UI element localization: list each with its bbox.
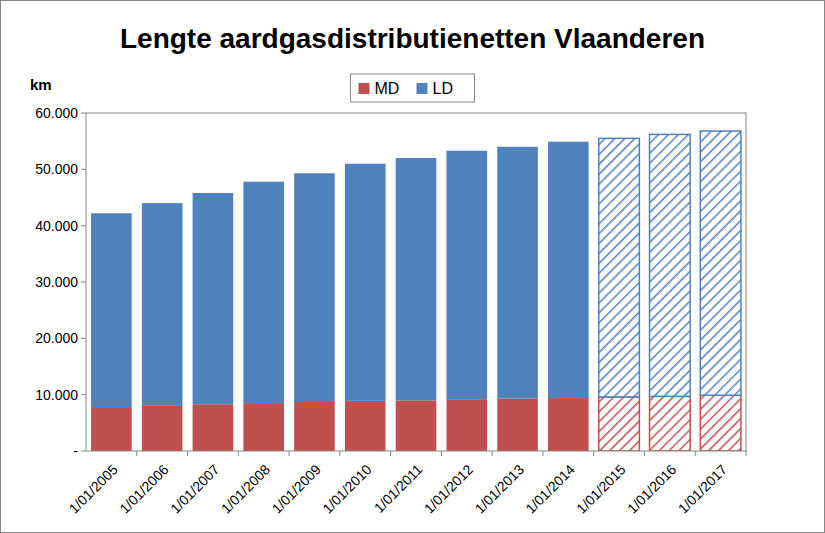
y-tick-label: 40.000 bbox=[35, 218, 78, 234]
x-tick bbox=[593, 451, 594, 456]
bar bbox=[193, 404, 234, 451]
y-tick-label: - bbox=[73, 443, 78, 459]
bar bbox=[91, 213, 132, 407]
bar bbox=[548, 142, 589, 398]
x-tick bbox=[136, 451, 137, 456]
legend-swatch bbox=[359, 83, 370, 94]
x-tick-label: 1/01/2012 bbox=[421, 461, 477, 517]
bar bbox=[142, 406, 183, 451]
x-tick-label: 1/01/2017 bbox=[675, 461, 731, 517]
x-tick bbox=[746, 451, 747, 456]
x-tick-label: 1/01/2013 bbox=[472, 461, 528, 517]
y-tick bbox=[81, 282, 86, 283]
bar bbox=[294, 173, 335, 402]
legend-label: LD bbox=[433, 80, 453, 97]
y-tick bbox=[81, 338, 86, 339]
title: Lengte aardgasdistributienetten Vlaander… bbox=[120, 23, 705, 54]
x-tick-label: 1/01/2014 bbox=[522, 461, 578, 517]
bar bbox=[599, 397, 640, 451]
bar bbox=[193, 193, 234, 404]
y-tick-label: 30.000 bbox=[35, 274, 78, 290]
bar bbox=[446, 151, 487, 399]
bar bbox=[650, 134, 691, 396]
legend-frame bbox=[351, 74, 475, 102]
legend-swatch bbox=[417, 83, 428, 94]
bar bbox=[497, 147, 538, 399]
y-tick-label: 20.000 bbox=[35, 330, 78, 346]
chart-frame bbox=[1, 1, 825, 533]
bar bbox=[243, 403, 284, 451]
bar bbox=[497, 399, 538, 451]
bar bbox=[599, 138, 640, 397]
bar bbox=[345, 164, 386, 401]
y-tick bbox=[81, 451, 86, 452]
x-tick-label: 1/01/2011 bbox=[371, 461, 426, 516]
bar bbox=[294, 402, 335, 451]
bar bbox=[700, 131, 741, 395]
x-tick-label: 1/01/2015 bbox=[573, 461, 629, 517]
x-tick bbox=[187, 451, 188, 456]
x-tick bbox=[542, 451, 543, 456]
bar bbox=[548, 398, 589, 451]
x-tick bbox=[390, 451, 391, 456]
x-tick-label: 1/01/2010 bbox=[319, 461, 375, 517]
x-tick-label: 1/01/2016 bbox=[624, 461, 680, 517]
x-tick bbox=[695, 451, 696, 456]
bar bbox=[650, 396, 691, 451]
x-tick bbox=[492, 451, 493, 456]
x-tick-label: 1/01/2006 bbox=[116, 461, 172, 517]
bar bbox=[243, 182, 284, 403]
y-tick-label: 50.000 bbox=[35, 161, 78, 177]
chart: Lengte aardgasdistributienetten Vlaander… bbox=[0, 0, 825, 533]
y-tick bbox=[81, 169, 86, 170]
x-tick-label: 1/01/2008 bbox=[218, 461, 274, 517]
bar bbox=[446, 399, 487, 451]
x-tick bbox=[644, 451, 645, 456]
plot-frame bbox=[86, 113, 746, 451]
y-tick-label: 60.000 bbox=[35, 105, 78, 121]
y-tick-label: 10.000 bbox=[35, 387, 78, 403]
y-tick bbox=[81, 394, 86, 395]
x-tick bbox=[441, 451, 442, 456]
x-tick bbox=[238, 451, 239, 456]
x-tick-label: 1/01/2009 bbox=[269, 461, 325, 517]
legend: MD LD bbox=[351, 74, 475, 102]
x-tick bbox=[289, 451, 290, 456]
y-label: km bbox=[30, 76, 52, 93]
bar bbox=[345, 401, 386, 451]
bar bbox=[142, 203, 183, 406]
y-tick bbox=[81, 225, 86, 226]
bars bbox=[91, 131, 741, 451]
y-tick bbox=[81, 113, 86, 114]
x-tick-label: 1/01/2005 bbox=[66, 461, 122, 517]
bar bbox=[396, 400, 437, 451]
bar bbox=[396, 158, 437, 400]
legend-label: MD bbox=[375, 80, 400, 97]
x-tick-label: 1/01/2007 bbox=[167, 461, 223, 517]
bar bbox=[700, 395, 741, 451]
x-tick bbox=[339, 451, 340, 456]
page: {"chart_data": { "type": "bar", "title":… bbox=[0, 0, 825, 533]
bar bbox=[91, 407, 132, 451]
